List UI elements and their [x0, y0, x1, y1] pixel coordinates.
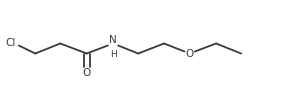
Text: Cl: Cl — [6, 39, 16, 48]
Text: N: N — [109, 35, 117, 45]
Text: H: H — [110, 50, 116, 59]
Text: O: O — [186, 49, 194, 58]
Text: O: O — [83, 68, 91, 78]
